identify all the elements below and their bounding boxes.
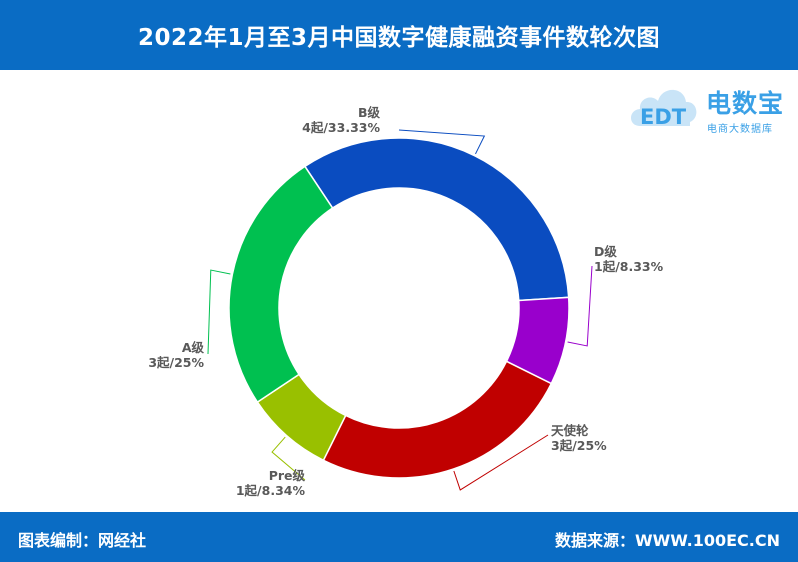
- slice-value-label: 1起/8.34%: [236, 483, 306, 498]
- leader-line: [567, 265, 593, 347]
- slice-value-label: 3起/25%: [551, 438, 607, 453]
- slice-category-label: Pre级: [269, 468, 306, 483]
- logo-brand: 电数宝: [706, 89, 785, 118]
- chart-header: 2022年1月至3月中国数字健康融资事件数轮次图: [0, 0, 798, 70]
- slice-category-label: A级: [182, 340, 205, 355]
- leader-line: [207, 269, 231, 355]
- leader-line: [398, 129, 486, 155]
- slice-category-label: B级: [358, 105, 381, 120]
- footer-data-source: 数据来源：WWW.100EC.CN: [554, 531, 780, 550]
- donut-slice: [322, 360, 553, 479]
- donut-chart: B级4起/33.33%D级1起/8.33%天使轮3起/25%Pre级1起/8.3…: [148, 105, 664, 498]
- chart-title: 2022年1月至3月中国数字健康融资事件数轮次图: [137, 25, 661, 51]
- footer-source-editor: 图表编制：网经社: [18, 531, 147, 550]
- slice-value-label: 4起/33.33%: [302, 120, 380, 135]
- slice-category-label: D级: [594, 244, 617, 259]
- cloud-logo-icon: EDT: [631, 89, 697, 129]
- donut-slice: [228, 165, 334, 404]
- chart-footer: 图表编制：网经社 数据来源：WWW.100EC.CN: [0, 512, 798, 562]
- logo-mark-text: EDT: [640, 105, 687, 129]
- logo-subtitle: 电商大数据库: [707, 124, 773, 135]
- leader-line: [271, 436, 306, 481]
- logo: EDT 电数宝 电商大数据库: [626, 74, 796, 138]
- donut-slice: [303, 137, 570, 302]
- slice-value-label: 1起/8.33%: [594, 259, 664, 274]
- leader-line: [453, 434, 549, 491]
- slice-category-label: 天使轮: [551, 423, 589, 438]
- slice-value-label: 3起/25%: [148, 355, 204, 370]
